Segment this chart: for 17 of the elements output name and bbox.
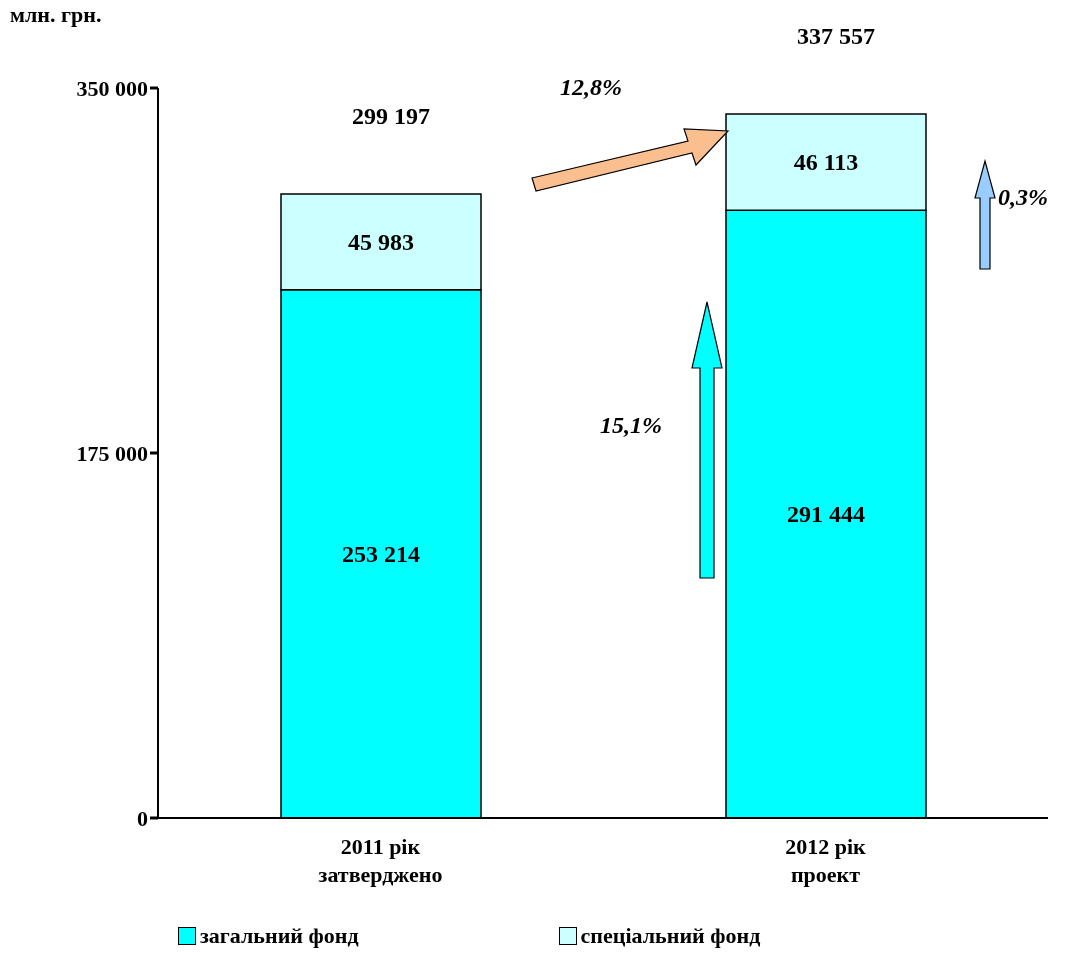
data-label: 253 214: [342, 540, 420, 567]
legend-label: спеціальний фонд: [580, 923, 761, 949]
y-tick-label: 0: [137, 805, 148, 831]
data-label: 46 113: [793, 149, 859, 176]
data-label: 45 983: [348, 228, 414, 255]
data-label: 291 444: [787, 501, 865, 528]
annotation: 15,1%: [600, 412, 662, 439]
legend-label: загальний фонд: [200, 923, 359, 949]
annotation: 12,8%: [560, 74, 622, 101]
y-axis-title: млн. грн.: [10, 2, 102, 28]
y-tick-label: 175 000: [76, 440, 148, 466]
x-tick-label: 2011 рік затверджено: [318, 834, 443, 887]
y-tick-label: 350 000: [76, 75, 148, 101]
total-label: 299 197: [352, 102, 430, 129]
annotation: 0,3%: [998, 184, 1048, 211]
total-label: 337 557: [797, 22, 875, 49]
x-tick-label: 2012 рік проект: [785, 834, 867, 887]
